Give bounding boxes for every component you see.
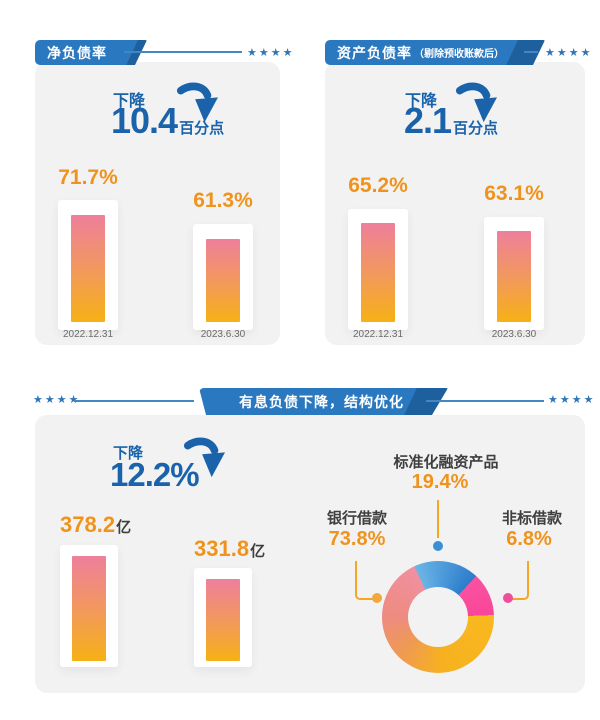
stars-decoration: ★★★★ (247, 47, 295, 59)
donut-label-right: 非标借款 (501, 510, 563, 527)
decrease-label: 下降 (113, 93, 146, 110)
bar-fill (71, 215, 105, 322)
bar-amount-label: 378.2 亿 (60, 512, 131, 538)
callout-line-left (355, 561, 374, 600)
bar-column (60, 545, 118, 667)
amount-unit: 亿 (250, 543, 266, 560)
interest-debt-panel (35, 415, 585, 693)
stars-decoration: ★★★★ (545, 47, 593, 59)
interest-debt-title: 有息负债下降，结构优化 (239, 393, 404, 410)
bar-fill (497, 231, 531, 322)
stars-decoration: ★★★★ (33, 394, 81, 406)
down-arrow-icon (455, 82, 497, 123)
callout-dot-blue (433, 541, 443, 551)
bar-value-label: 71.7% (58, 166, 118, 189)
decrease-label: 下降 (405, 93, 438, 110)
callout-line-top (437, 500, 439, 538)
bar-date-label: 2022.12.31 (62, 329, 114, 340)
asset-liability-title-note: （剔除预收账款后） (414, 49, 504, 60)
donut-chart (382, 561, 494, 673)
amount-number: 331.8 (194, 536, 250, 561)
bar-fill (206, 239, 240, 322)
bar-amount-label: 331.8 亿 (194, 536, 265, 562)
header-line (74, 400, 194, 402)
donut-pct-right: 6.8% (506, 528, 552, 550)
bar-value-label: 63.1% (484, 182, 544, 205)
decrease-value-row: 10.4 百分点 (111, 103, 224, 139)
interest-debt-banner: 有息负债下降，结构优化 (199, 388, 448, 415)
decrease-unit: 百分点 (453, 120, 499, 137)
callout-dot-orange (372, 593, 382, 603)
decrease-value-row: 12.2% (110, 456, 200, 493)
down-arrow-icon (176, 82, 218, 123)
bar-column (194, 568, 252, 667)
net-debt-title: 净负债率 (47, 44, 107, 61)
asset-liability-title: 资产负债率 (337, 44, 412, 61)
decrease-value: 12.2% (110, 456, 200, 493)
bar-date-label: 2022.12.31 (352, 329, 404, 340)
bar-column (58, 200, 118, 330)
decrease-value: 10.4 (111, 100, 178, 141)
decrease-value-row: 2.1 百分点 (404, 103, 498, 139)
dash-line (524, 51, 538, 53)
callout-line-right (511, 561, 529, 600)
decrease-unit: 百分点 (179, 120, 225, 137)
decrease-value: 2.1 (404, 100, 452, 141)
bar-date-label: 2023.6.30 (200, 329, 246, 340)
amount-number: 378.2 (60, 512, 116, 537)
callout-dot-pink (503, 593, 513, 603)
down-arrow-icon (183, 437, 225, 478)
donut-label-top: 标准化融资产品 (393, 454, 499, 471)
header-line (426, 400, 544, 402)
donut-label-left: 银行借款 (326, 510, 388, 527)
asset-liability-banner: 资产负债率 （剔除预收账款后） (325, 40, 545, 65)
bar-fill (206, 579, 240, 661)
decrease-label: 下降 (113, 445, 144, 462)
bar-fill (361, 223, 395, 322)
bar-value-label: 65.2% (348, 174, 408, 197)
amount-unit: 亿 (116, 519, 132, 536)
donut-pct-top: 19.4% (411, 471, 469, 493)
bar-column (193, 224, 253, 330)
bar-column (484, 217, 544, 330)
bar-fill (72, 556, 106, 661)
bar-value-label: 61.3% (193, 189, 253, 212)
header-line (124, 51, 242, 53)
stars-decoration: ★★★★ (548, 394, 596, 406)
donut-pct-left: 73.8% (328, 528, 386, 550)
bar-date-label: 2023.6.30 (491, 329, 537, 340)
bar-column (348, 209, 408, 330)
